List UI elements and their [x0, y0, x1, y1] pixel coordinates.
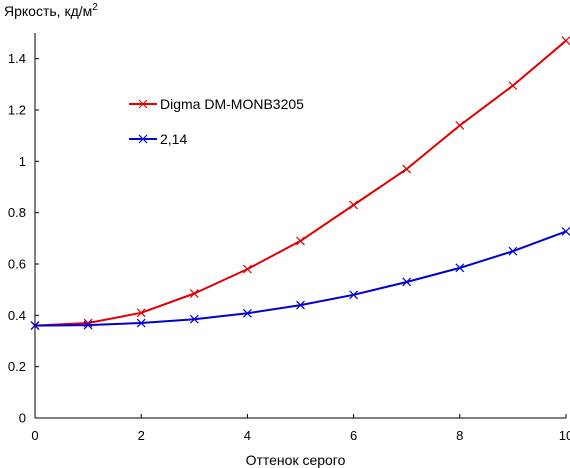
- x-tick-label: 0: [31, 428, 38, 443]
- y-tick-label: 0.8: [8, 205, 26, 220]
- y-tick-label: 0.6: [8, 257, 26, 272]
- data-point-marker: [136, 308, 146, 318]
- x-ticks: 0 2 4 6 8 10: [31, 414, 570, 443]
- y-tick-label: 0.4: [8, 308, 26, 323]
- data-point-marker: [561, 36, 570, 46]
- data-point-marker: [349, 200, 359, 210]
- data-point-marker: [508, 81, 518, 91]
- series-line: [34, 39, 567, 327]
- data-point-marker: [455, 263, 465, 273]
- legend-marker: [138, 99, 148, 109]
- legend-entry-2: 2,14: [129, 131, 187, 147]
- series-1: [30, 36, 570, 331]
- data-point-marker: [189, 289, 199, 298]
- data-point-marker: [83, 320, 93, 330]
- axes: [34, 33, 566, 419]
- y-axis-title-text: Яркость, кд/м: [4, 3, 92, 19]
- data-point-marker: [455, 120, 465, 130]
- y-tick-label: 1: [19, 154, 26, 169]
- y-axis-title-superscript: 2: [92, 2, 98, 13]
- legend: Digma DM-MONB3205 2,14: [129, 96, 304, 147]
- y-tick-label: 1.4: [8, 51, 26, 66]
- data-point-marker: [296, 300, 305, 310]
- x-tick-label: 10: [559, 428, 570, 443]
- data-point-marker: [242, 308, 252, 318]
- x-axis-title: Оттенок серого: [246, 452, 346, 468]
- series-layer: [30, 36, 570, 331]
- y-ticks: 0 0.2 0.4 0.6 0.8 1 1.2 1.4: [8, 51, 39, 426]
- data-point-marker: [242, 264, 252, 274]
- data-point-marker: [402, 164, 412, 174]
- y-axis-title: Яркость, кд/м2: [4, 2, 98, 19]
- data-point-marker: [296, 236, 305, 246]
- series-line: [34, 230, 567, 327]
- x-tick-label: 2: [138, 428, 145, 443]
- data-point-marker: [508, 246, 518, 256]
- legend-marker: [138, 134, 148, 144]
- legend-label: Digma DM-MONB3205: [160, 96, 304, 112]
- y-tick-label: 0.2: [8, 359, 26, 374]
- data-point-marker: [136, 318, 146, 328]
- x-tick-label: 4: [244, 428, 251, 443]
- data-point-marker: [30, 321, 40, 331]
- y-tick-label: 1.2: [8, 103, 26, 118]
- data-point-marker: [561, 226, 570, 236]
- y-tick-label: 0: [19, 411, 26, 426]
- legend-entry-1: Digma DM-MONB3205: [129, 96, 304, 112]
- data-point-marker: [349, 290, 359, 300]
- data-point-marker: [402, 277, 412, 287]
- legend-label: 2,14: [160, 131, 187, 147]
- data-point-marker: [189, 314, 199, 324]
- x-tick-label: 8: [456, 428, 463, 443]
- series-2: [30, 226, 570, 331]
- x-tick-label: 6: [350, 428, 357, 443]
